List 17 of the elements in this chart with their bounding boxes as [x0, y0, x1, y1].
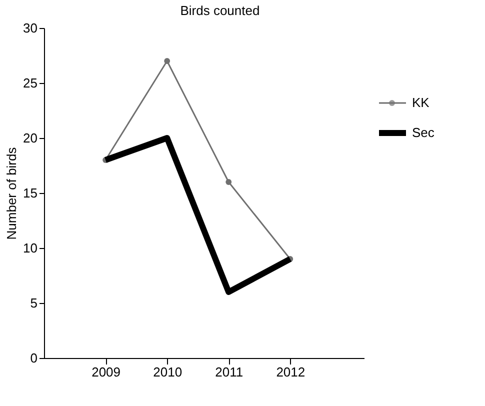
- chart-title: Birds counted: [180, 3, 260, 18]
- y-tick-label: 20: [23, 130, 38, 146]
- legend-label: KK: [412, 95, 430, 110]
- y-tick-label: 30: [23, 20, 38, 36]
- y-tick-label: 0: [30, 350, 38, 366]
- y-tick-label: 15: [23, 186, 38, 200]
- x-tick-label: 2009: [92, 364, 120, 380]
- point: [226, 179, 232, 185]
- point: [164, 58, 170, 64]
- x-tick-label: 2011: [215, 364, 244, 380]
- y-tick-label: 25: [23, 76, 38, 90]
- y-axis-title: Number of birds: [4, 146, 20, 240]
- legend-label: Sec: [412, 125, 435, 140]
- y-tick-label: 10: [23, 240, 38, 256]
- x-tick-label: 2010: [153, 364, 182, 380]
- y-tick-label: 5: [30, 296, 38, 310]
- x-tick-label: 2012: [276, 364, 306, 380]
